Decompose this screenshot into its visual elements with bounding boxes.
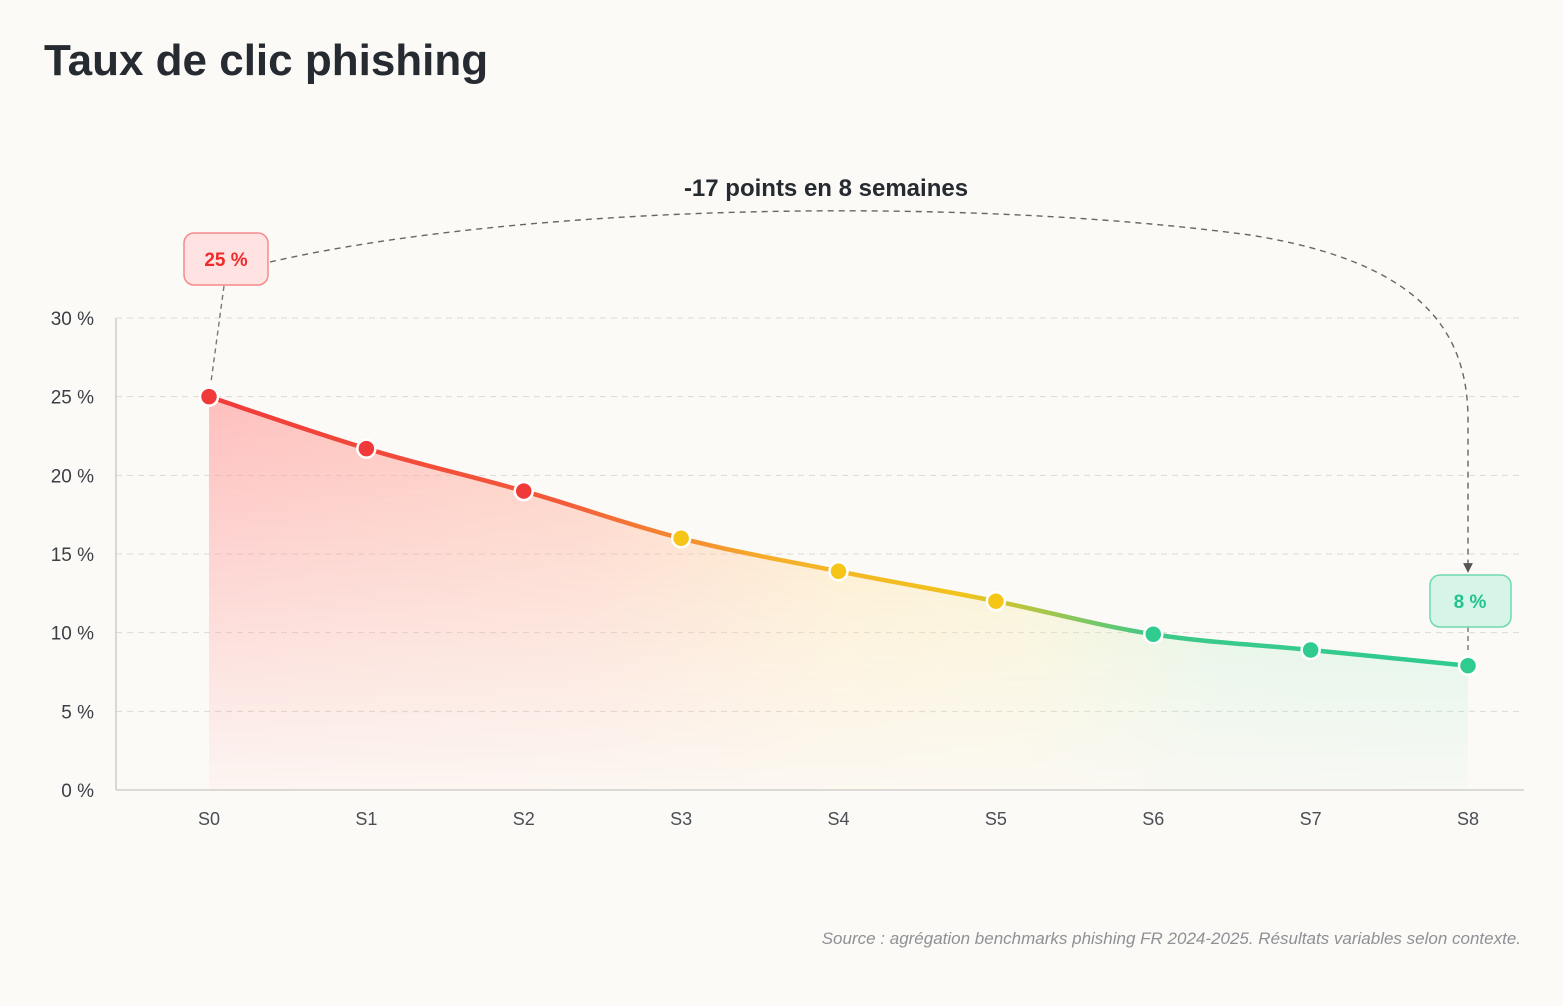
data-point: [985, 590, 1007, 612]
y-axis-ticks: 0 % 5 % 10 % 15 % 20 % 25 % 30 %: [51, 309, 94, 802]
x-tick-label: S2: [513, 809, 535, 829]
data-point: [356, 438, 377, 459]
source-note: Source : agrégation benchmarks phishing …: [821, 929, 1521, 948]
x-tick-label: S3: [670, 809, 692, 829]
y-tick-label: 15 %: [51, 545, 94, 566]
x-tick-label: S1: [355, 809, 377, 829]
y-tick-label: 25 %: [51, 388, 94, 409]
headline-arc: [269, 210, 1473, 573]
data-point: [670, 528, 692, 549]
callout-start-leader: [210, 285, 225, 383]
x-tick-label: S6: [1142, 809, 1164, 829]
y-tick-label: 20 %: [51, 466, 94, 487]
headline-text: -17 points en 8 semaines: [684, 175, 968, 202]
x-tick-label: S4: [827, 809, 849, 829]
y-tick-label: 30 %: [51, 309, 94, 330]
page-title: Taux de clic phishing: [44, 36, 489, 85]
y-tick-label: 10 %: [51, 624, 94, 645]
data-points: [198, 386, 1479, 676]
data-point: [198, 386, 220, 407]
callout-end-label: 8 %: [1454, 592, 1487, 613]
headline-annotation: -17 points en 8 semaines: [269, 175, 1473, 573]
data-point: [1457, 655, 1479, 676]
y-tick-label: 5 %: [61, 702, 94, 723]
callout-start: 25 %: [183, 232, 269, 383]
data-point: [1300, 639, 1321, 661]
x-tick-label: S5: [985, 809, 1007, 829]
callout-start-label: 25 %: [204, 250, 247, 271]
x-tick-label: S0: [198, 809, 220, 829]
data-point: [1143, 623, 1164, 645]
data-point: [828, 561, 849, 582]
callout-start-box: [183, 232, 269, 286]
x-tick-label: S7: [1300, 809, 1322, 829]
y-tick-label: 0 %: [61, 781, 94, 802]
callout-end: 8 %: [1429, 574, 1512, 654]
data-point: [513, 480, 534, 502]
x-tick-label: S8: [1457, 809, 1479, 829]
x-axis-ticks: S0 S1 S2 S3 S4 S5 S6 S7 S8: [198, 809, 1479, 829]
callout-end-box: [1429, 574, 1512, 628]
